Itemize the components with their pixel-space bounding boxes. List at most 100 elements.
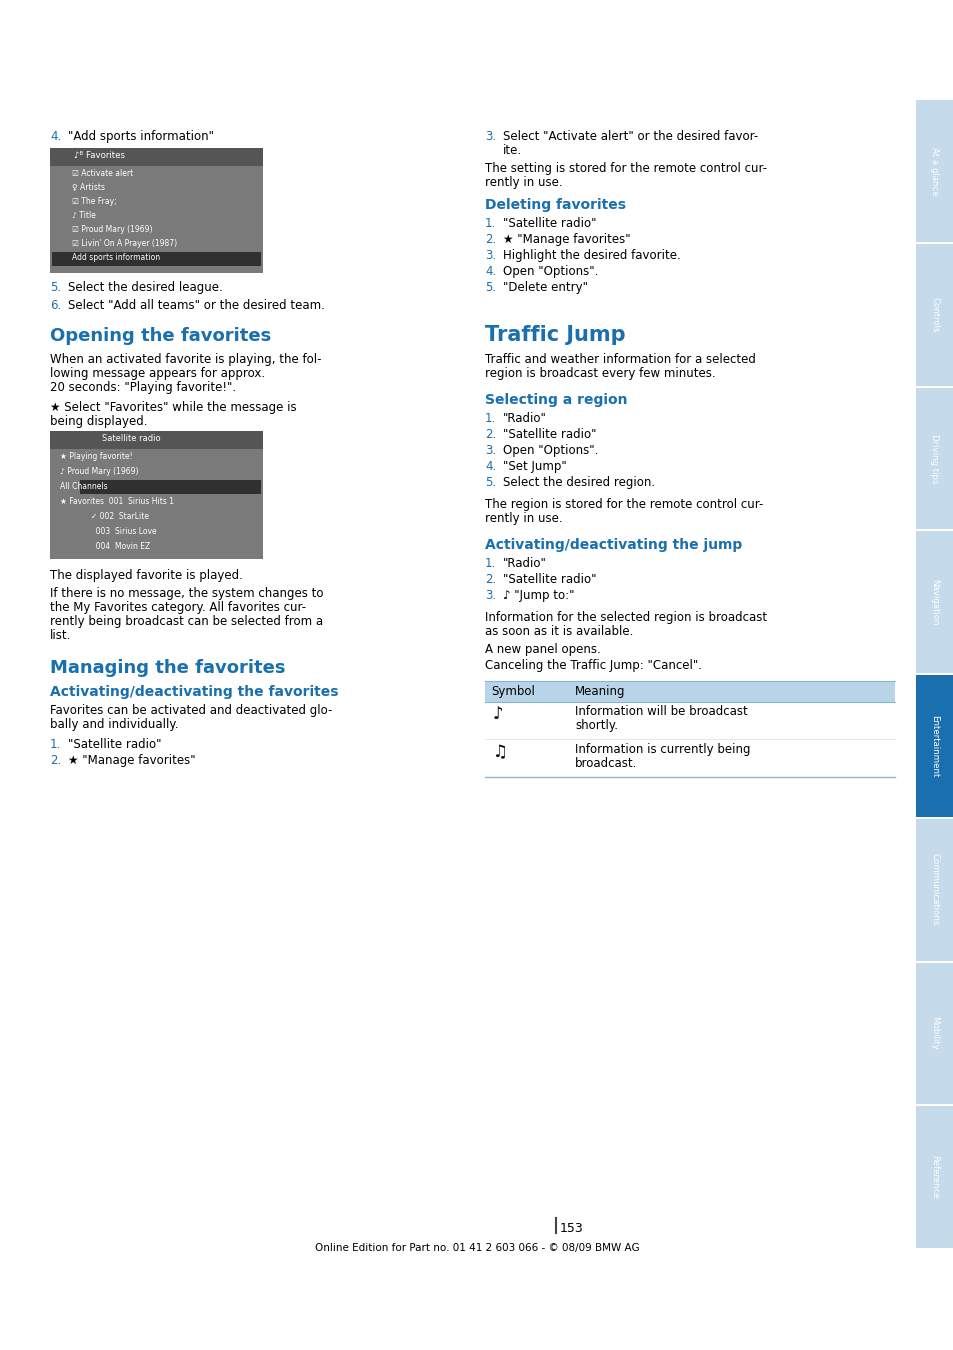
Text: Activating/deactivating the jump: Activating/deactivating the jump (484, 539, 741, 552)
Text: Open "Options".: Open "Options". (502, 444, 598, 458)
Text: list.: list. (50, 629, 71, 643)
Bar (915, 532, 953, 674)
Bar (915, 675, 953, 817)
Text: 1.: 1. (484, 412, 496, 425)
Bar (915, 1106, 953, 1247)
Text: 3.: 3. (484, 444, 496, 458)
Text: Highlight the desired favorite.: Highlight the desired favorite. (502, 248, 680, 262)
Text: 003  Sirius Love: 003 Sirius Love (60, 526, 156, 536)
Text: Symbol: Symbol (491, 684, 535, 698)
Text: ☑ Activate alert: ☑ Activate alert (71, 169, 133, 178)
Text: ✓ 002  StarLite: ✓ 002 StarLite (60, 512, 149, 521)
Text: 3.: 3. (484, 130, 496, 143)
Text: Information for the selected region is broadcast: Information for the selected region is b… (484, 612, 766, 624)
Text: ★ "Manage favorites": ★ "Manage favorites" (502, 234, 630, 246)
Text: 4.: 4. (50, 130, 61, 143)
Text: "Satellite radio": "Satellite radio" (502, 572, 596, 586)
Text: Information is currently being: Information is currently being (575, 743, 750, 756)
Text: The setting is stored for the remote control cur-: The setting is stored for the remote con… (484, 162, 766, 176)
Text: All Channels: All Channels (60, 482, 108, 491)
Text: 2.: 2. (484, 234, 496, 246)
Text: Satellite radio: Satellite radio (102, 433, 160, 443)
Text: Selecting a region: Selecting a region (484, 393, 627, 406)
Bar (484, 680, 894, 702)
Bar (80, 481, 261, 494)
Text: ♪ᴮ Favorites: ♪ᴮ Favorites (74, 151, 125, 161)
Bar (915, 100, 953, 242)
Text: Open "Options".: Open "Options". (502, 265, 598, 278)
Text: ★ Playing favorite!: ★ Playing favorite! (60, 452, 132, 460)
Text: broadcast.: broadcast. (575, 757, 637, 769)
Text: "Satellite radio": "Satellite radio" (68, 738, 161, 751)
Text: 5.: 5. (50, 281, 61, 294)
Text: Online Edition for Part no. 01 41 2 603 066 - © 08/09 BMW AG: Online Edition for Part no. 01 41 2 603 … (314, 1243, 639, 1253)
Text: Information will be broadcast: Information will be broadcast (575, 705, 747, 718)
Bar (50, 431, 263, 559)
Text: 1.: 1. (50, 738, 61, 751)
Text: the My Favorites category. All favorites cur-: the My Favorites category. All favorites… (50, 601, 306, 614)
Text: "Delete entry": "Delete entry" (502, 281, 587, 294)
Text: ☑ The Fray;: ☑ The Fray; (71, 197, 116, 207)
Text: Traffic Jump: Traffic Jump (484, 325, 625, 346)
Text: Add sports information: Add sports information (71, 252, 160, 262)
Text: ♪ "Jump to:": ♪ "Jump to:" (502, 589, 574, 602)
Text: Controls: Controls (929, 297, 939, 332)
Bar (915, 387, 953, 529)
Bar (50, 431, 263, 450)
Text: "Satellite radio": "Satellite radio" (502, 428, 596, 441)
Text: Entertainment: Entertainment (929, 714, 939, 778)
Text: "Satellite radio": "Satellite radio" (502, 217, 596, 230)
Text: Select "Add all teams" or the desired team.: Select "Add all teams" or the desired te… (68, 298, 325, 312)
Text: "Set Jump": "Set Jump" (502, 460, 566, 472)
Text: ♪ Title: ♪ Title (71, 211, 95, 220)
Text: The region is stored for the remote control cur-: The region is stored for the remote cont… (484, 498, 762, 512)
Text: 3.: 3. (484, 248, 496, 262)
Bar (915, 244, 953, 386)
Text: rently in use.: rently in use. (484, 512, 562, 525)
Text: bally and individually.: bally and individually. (50, 718, 178, 730)
Text: 1.: 1. (484, 217, 496, 230)
Text: 5.: 5. (484, 477, 496, 489)
Text: region is broadcast every few minutes.: region is broadcast every few minutes. (484, 367, 715, 379)
Text: ♪: ♪ (493, 705, 503, 724)
Text: When an activated favorite is playing, the fol-: When an activated favorite is playing, t… (50, 352, 321, 366)
Text: rently in use.: rently in use. (484, 176, 562, 189)
Bar (50, 148, 263, 273)
Text: ★ "Manage favorites": ★ "Manage favorites" (68, 755, 195, 767)
Text: Communications: Communications (929, 853, 939, 926)
Text: "Radio": "Radio" (502, 558, 546, 570)
Text: 2.: 2. (484, 428, 496, 441)
Text: as soon as it is available.: as soon as it is available. (484, 625, 633, 639)
Text: If there is no message, the system changes to: If there is no message, the system chang… (50, 587, 323, 599)
Text: "Add sports information": "Add sports information" (68, 130, 213, 143)
Text: ☑ Proud Mary (1969): ☑ Proud Mary (1969) (71, 225, 152, 234)
Bar (915, 963, 953, 1104)
Text: 1.: 1. (484, 558, 496, 570)
Text: 4.: 4. (484, 265, 496, 278)
Bar (50, 148, 263, 166)
Text: "Radio": "Radio" (502, 412, 546, 425)
Text: The displayed favorite is played.: The displayed favorite is played. (50, 568, 243, 582)
Text: ♪ Proud Mary (1969): ♪ Proud Mary (1969) (60, 467, 138, 477)
Text: Reference: Reference (929, 1156, 939, 1199)
Text: 5.: 5. (484, 281, 496, 294)
Text: ☑ Livin' On A Prayer (1987): ☑ Livin' On A Prayer (1987) (71, 239, 177, 248)
Text: lowing message appears for approx.: lowing message appears for approx. (50, 367, 265, 379)
Text: 6.: 6. (50, 298, 61, 312)
Text: Mobility: Mobility (929, 1017, 939, 1050)
Text: 4.: 4. (484, 460, 496, 472)
Text: Canceling the Traffic Jump: "Cancel".: Canceling the Traffic Jump: "Cancel". (484, 659, 701, 672)
Text: Favorites can be activated and deactivated glo-: Favorites can be activated and deactivat… (50, 703, 332, 717)
Text: 004  Movin EZ: 004 Movin EZ (60, 541, 150, 551)
Text: ♀ Artists: ♀ Artists (71, 184, 105, 192)
Text: ★ Select "Favorites" while the message is: ★ Select "Favorites" while the message i… (50, 401, 296, 414)
Text: Traffic and weather information for a selected: Traffic and weather information for a se… (484, 352, 755, 366)
Text: Select the desired region.: Select the desired region. (502, 477, 655, 489)
Text: Deleting favorites: Deleting favorites (484, 198, 625, 212)
Text: Driving tips: Driving tips (929, 433, 939, 483)
Text: Select "Activate alert" or the desired favor-: Select "Activate alert" or the desired f… (502, 130, 758, 143)
Text: being displayed.: being displayed. (50, 414, 148, 428)
Text: Opening the favorites: Opening the favorites (50, 327, 271, 346)
Text: Activating/deactivating the favorites: Activating/deactivating the favorites (50, 684, 338, 699)
Text: ♫: ♫ (493, 743, 507, 761)
